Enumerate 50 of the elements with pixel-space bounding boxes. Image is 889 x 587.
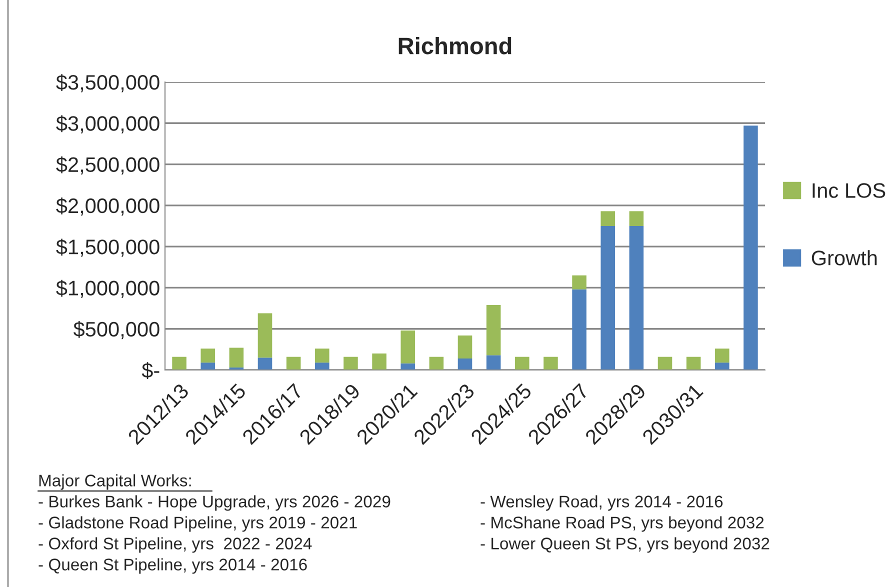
text: Major Capital Works: [39, 474, 191, 490]
bar [200, 348, 215, 363]
bar [315, 362, 330, 370]
bar [600, 226, 615, 370]
bar [458, 358, 472, 370]
bar [344, 356, 358, 370]
bar [686, 356, 701, 370]
y-tick-label: $1,500,000 [56, 238, 160, 257]
bar [658, 356, 672, 370]
bar [258, 313, 272, 358]
bar [572, 275, 586, 290]
bar [715, 348, 730, 363]
text: - Oxford St Pipeline, yrs 2022 - 2024 [38, 537, 312, 553]
bar [600, 211, 615, 226]
legend-label: Growth [812, 250, 877, 266]
y-tick-label: $1,000,000 [56, 280, 160, 298]
bar [286, 356, 301, 370]
bar [400, 330, 415, 364]
bar [229, 348, 244, 368]
bar [486, 304, 501, 356]
bar [172, 356, 186, 370]
bar [715, 362, 730, 370]
y-tick-label: $3,000,000 [56, 115, 160, 134]
text: - McShane Road PS, yrs beyond 2032 [480, 516, 764, 532]
bar [486, 355, 501, 370]
bar [744, 126, 758, 370]
y-tick-label: $- [142, 362, 160, 379]
bar [372, 354, 386, 370]
y-tick-label: $2,000,000 [56, 198, 160, 216]
text: - Wensley Road, yrs 2014 - 2016 [480, 495, 723, 511]
bar [629, 211, 644, 226]
text: - Lower Queen St PS, yrs beyond 2032 [480, 537, 770, 553]
y-tick-label: $500,000 [73, 320, 160, 340]
legend-label: Inc LOS [812, 183, 886, 198]
text: - Gladstone Road Pipeline, yrs 2019 - 2021 [38, 516, 357, 532]
text: - Queen St Pipeline, yrs 2014 - 2016 [38, 558, 307, 574]
bar [458, 335, 472, 358]
bar [400, 363, 415, 370]
y-tick-label: $3,500,000 [56, 74, 160, 92]
y-tick-label: $2,500,000 [56, 156, 160, 174]
text: - Burkes Bank - Hope Upgrade, yrs 2026 - 2029 [38, 495, 390, 511]
bar [315, 348, 330, 363]
bar [544, 356, 558, 370]
bar [429, 356, 444, 370]
bar [200, 362, 215, 370]
bar [258, 358, 272, 370]
chart-title: Richmond [398, 36, 512, 54]
bar [515, 356, 530, 370]
bar [572, 289, 586, 370]
bar [629, 226, 644, 370]
